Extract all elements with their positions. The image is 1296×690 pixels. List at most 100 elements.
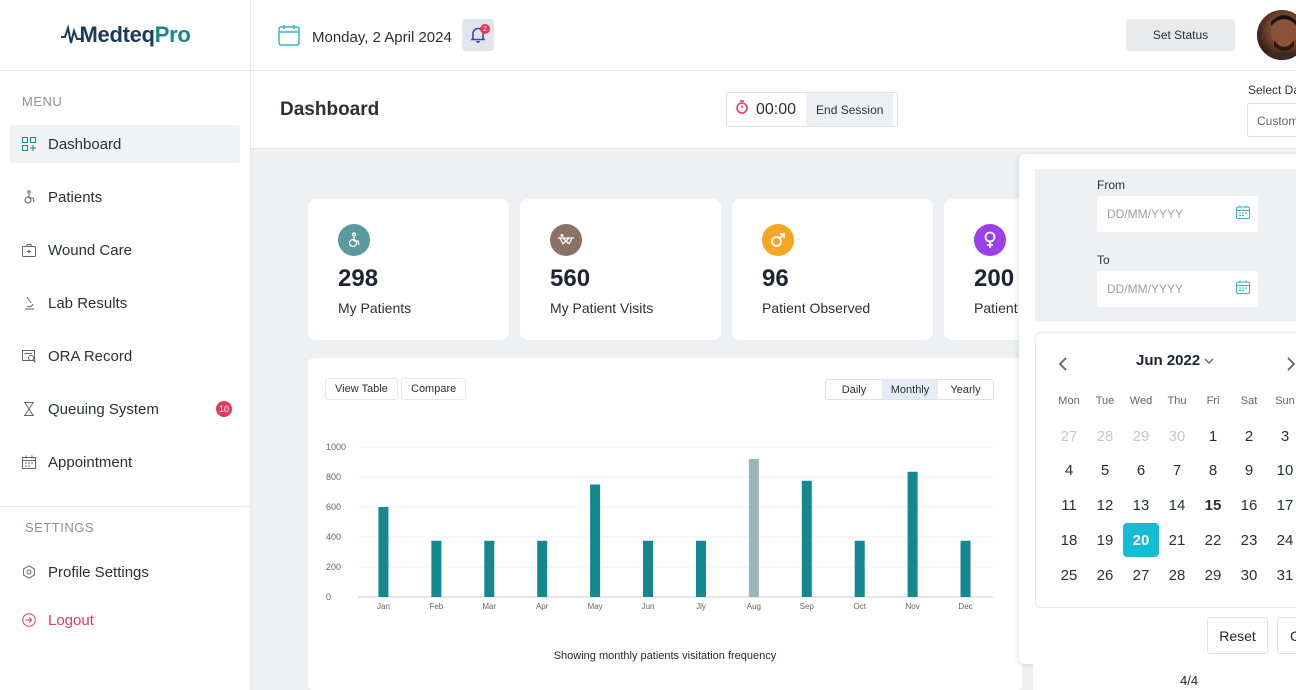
- month-year-dropdown[interactable]: Jun 2022: [1136, 352, 1214, 369]
- calendar-day[interactable]: 24: [1276, 531, 1294, 549]
- apply-button[interactable]: C: [1277, 617, 1296, 654]
- calendar-day[interactable]: 28: [1168, 566, 1186, 584]
- chart-bar-apr[interactable]: [537, 540, 548, 597]
- sidebar-item-profile-settings[interactable]: Profile Settings: [10, 553, 240, 591]
- end-session-button[interactable]: End Session: [806, 93, 894, 126]
- calendar-day[interactable]: 6: [1136, 462, 1146, 480]
- chart-bar-nov[interactable]: [907, 471, 918, 597]
- period-yearly[interactable]: Yearly: [950, 383, 981, 396]
- y-tick-label: 200: [326, 562, 341, 572]
- calendar-day[interactable]: 11: [1061, 497, 1077, 515]
- calendar-day[interactable]: 26: [1096, 566, 1114, 584]
- calendar-day[interactable]: 1: [1208, 427, 1218, 445]
- sidebar-item-appointment[interactable]: Appointment: [10, 443, 240, 481]
- calendar-day[interactable]: 28: [1096, 427, 1114, 445]
- y-tick-label: 600: [326, 502, 341, 512]
- sidebar-item-patients[interactable]: Patients: [10, 178, 240, 216]
- stat-value: 200: [974, 265, 1015, 292]
- date-range-select[interactable]: Custom: [1247, 103, 1296, 137]
- compare-button[interactable]: Compare: [401, 378, 467, 400]
- male-icon: [762, 224, 794, 256]
- calendar-day[interactable]: 21: [1168, 531, 1186, 549]
- sidebar-item-ora-record[interactable]: ORA Record: [10, 337, 240, 375]
- x-tick-label: Aug: [747, 602, 761, 611]
- calendar-day[interactable]: 30: [1240, 566, 1258, 584]
- calendar-day[interactable]: 18: [1060, 531, 1078, 549]
- calendar-day[interactable]: 22: [1204, 531, 1222, 549]
- sidebar-item-label: Wound Care: [48, 241, 132, 259]
- chart-bar-feb[interactable]: [431, 540, 442, 597]
- calendar-day[interactable]: 27: [1060, 427, 1078, 445]
- from-date-input[interactable]: DD/MM/YYYY: [1097, 196, 1258, 232]
- chart-bar-oct[interactable]: [854, 540, 865, 597]
- sidebar-item-lab-results[interactable]: Lab Results: [10, 284, 240, 322]
- period-monthly[interactable]: Monthly: [882, 380, 938, 399]
- chart-bar-sep[interactable]: [801, 480, 812, 597]
- calendar-day[interactable]: 14: [1168, 497, 1186, 515]
- calendar-day[interactable]: 29: [1204, 566, 1222, 584]
- calendar-icon: [1236, 205, 1250, 222]
- sidebar-item-dashboard[interactable]: Dashboard: [10, 125, 240, 163]
- calendar-day[interactable]: 30: [1168, 427, 1186, 445]
- sidebar-item-queuing-system[interactable]: Queuing System 10: [10, 390, 240, 428]
- chart-bar-dec[interactable]: [960, 540, 971, 597]
- reset-button[interactable]: Reset: [1207, 617, 1268, 654]
- record-search-icon: [21, 348, 37, 364]
- sidebar-item-wound-care[interactable]: Wound Care: [10, 231, 240, 269]
- next-month-button[interactable]: [1286, 355, 1296, 378]
- set-status-button[interactable]: Set Status: [1126, 19, 1235, 51]
- calendar-day[interactable]: 7: [1172, 462, 1182, 480]
- stat-value: 298: [338, 265, 379, 292]
- chart-bar-jan[interactable]: [378, 507, 389, 597]
- calendar-day[interactable]: 19: [1096, 531, 1114, 549]
- chevron-right-icon: [1287, 357, 1296, 371]
- chart-bar-mar[interactable]: [484, 540, 495, 597]
- calendar-day[interactable]: 29: [1132, 427, 1150, 445]
- avatar[interactable]: [1257, 10, 1296, 60]
- view-table-button[interactable]: View Table: [325, 378, 398, 400]
- x-tick-label: Feb: [429, 602, 443, 611]
- chart-bar-jun[interactable]: [643, 540, 654, 597]
- chart-bar-aug[interactable]: [748, 459, 759, 597]
- weekday-header: Sun: [1275, 395, 1295, 407]
- chart-bar-jly[interactable]: [695, 540, 706, 597]
- calendar-day[interactable]: 3: [1280, 427, 1290, 445]
- calendar-grid: Jun 2022 Mon Tue Wed Thu Fri Sat Sun 27 28 29 30 1 2…: [1035, 332, 1296, 608]
- calendar-day[interactable]: 12: [1096, 497, 1114, 515]
- top-bar: Monday, 2 April 2024 2 Set Status: [251, 0, 1296, 71]
- calendar-day[interactable]: 27: [1132, 566, 1150, 584]
- calendar-day[interactable]: 17: [1276, 497, 1294, 515]
- calendar-day[interactable]: 13: [1132, 497, 1150, 515]
- stat-label: My Patients: [338, 300, 412, 316]
- prev-month-button[interactable]: [1058, 355, 1068, 378]
- chart-caption: Showing monthly patients visitation freq…: [553, 650, 777, 662]
- period-daily[interactable]: Daily: [841, 383, 867, 396]
- weekday-header: Tue: [1095, 395, 1115, 407]
- calendar-day[interactable]: 16: [1240, 497, 1258, 515]
- calendar-day[interactable]: 4: [1064, 462, 1074, 480]
- period-toggle: Daily Monthly Yearly: [825, 379, 994, 400]
- to-date-input[interactable]: DD/MM/YYYY: [1097, 271, 1258, 307]
- stat-card-my-patients: 298 My Patients: [308, 199, 509, 340]
- calendar-day[interactable]: 2: [1244, 427, 1254, 445]
- app-logo[interactable]: Medteq Pro: [0, 0, 250, 71]
- x-tick-label: Mar: [482, 602, 496, 611]
- notifications-button[interactable]: 2: [462, 19, 494, 51]
- sidebar-divider: [0, 506, 250, 507]
- calendar-day[interactable]: 15: [1204, 497, 1222, 515]
- calendar-day[interactable]: 31: [1276, 566, 1294, 584]
- calendar-icon: [278, 24, 300, 50]
- calendar-day-selected[interactable]: 20: [1123, 523, 1159, 558]
- calendar-day[interactable]: 5: [1100, 462, 1110, 480]
- calendar-day[interactable]: 8: [1208, 462, 1218, 480]
- calendar-day[interactable]: 10: [1276, 462, 1294, 480]
- x-tick-label: May: [588, 602, 603, 611]
- chart-bar-may[interactable]: [590, 484, 601, 598]
- calendar-day[interactable]: 9: [1244, 462, 1254, 480]
- calendar-day[interactable]: 25: [1060, 566, 1078, 584]
- from-label: From: [1097, 178, 1125, 192]
- sidebar-item-logout[interactable]: Logout: [10, 601, 240, 639]
- stretcher-icon: [550, 224, 582, 256]
- calendar-day[interactable]: 23: [1240, 531, 1258, 549]
- stopwatch-icon: [736, 100, 748, 119]
